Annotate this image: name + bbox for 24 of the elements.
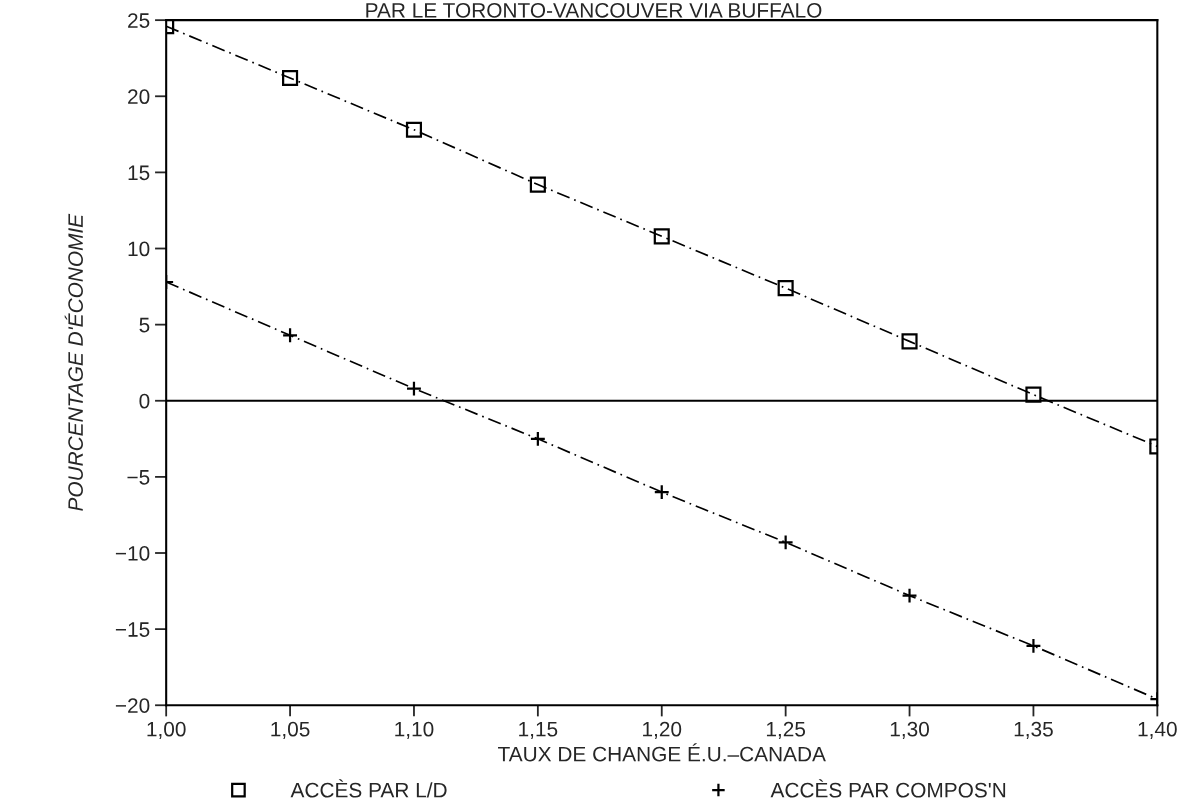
y-tick-label: 5 bbox=[139, 317, 150, 333]
x-tick-label: 1,10 bbox=[395, 721, 434, 739]
y-tick-label: −15 bbox=[115, 622, 150, 637]
x-axis-title: TAUX DE CHANGE É.U.–CANADA bbox=[498, 743, 826, 762]
legend-label: ACCÈS PAR L/D bbox=[290, 779, 447, 798]
y-tick-label: 0 bbox=[139, 393, 150, 409]
legend-label: ACCÈS PAR COMPOS'N bbox=[770, 779, 1006, 798]
x-tick-label: 1,30 bbox=[890, 721, 929, 739]
y-tick-label: −10 bbox=[115, 546, 150, 561]
chart-title: PAR LE TORONTO-VANCOUVER VIA BUFFALO bbox=[366, 2, 822, 18]
x-tick-label: 1,15 bbox=[519, 721, 558, 739]
y-tick-label: 15 bbox=[128, 165, 150, 181]
x-tick-label: 1,20 bbox=[643, 721, 682, 739]
y-tick-label: 20 bbox=[128, 89, 150, 105]
x-tick-label: 1,35 bbox=[1014, 721, 1053, 739]
y-axis-title: POURCENTAGE D'ÉCONOMIE bbox=[64, 213, 83, 511]
y-tick-label: −5 bbox=[127, 470, 150, 485]
x-tick-label: 1,00 bbox=[147, 721, 186, 739]
y-tick-label: −20 bbox=[115, 698, 150, 713]
x-tick-label: 1,40 bbox=[1138, 721, 1177, 739]
x-tick-label: 1,25 bbox=[766, 721, 806, 739]
x-tick-label: 1,05 bbox=[271, 721, 310, 739]
y-tick-label: 10 bbox=[128, 241, 150, 257]
y-tick-label: 25 bbox=[128, 13, 150, 28]
